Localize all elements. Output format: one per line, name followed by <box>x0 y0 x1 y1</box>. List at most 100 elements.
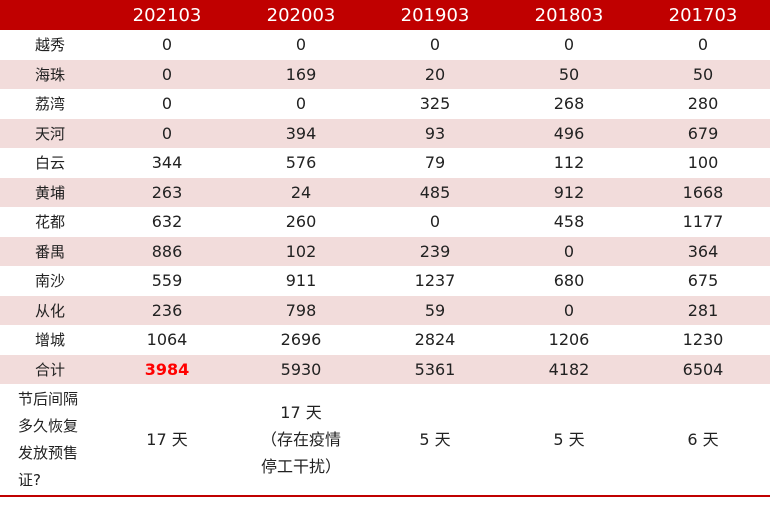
cell: 496 <box>502 118 636 148</box>
table-row: 番禺 886 102 239 0 364 <box>0 236 770 266</box>
footer-row: 节后间隔 多久恢复 发放预售 证? 17 天 17 天 （存在疫情 停工干扰） 5 天 5 天 6 … <box>0 384 770 497</box>
table-body: 越秀 0 0 0 0 0 海珠 0 169 20 50 50 荔湾 0 0 325 268 280 天河 0 394 93… <box>0 30 770 497</box>
footer-cell: 5 天 <box>368 384 502 497</box>
row-label: 番禺 <box>0 236 100 266</box>
row-label: 白云 <box>34 154 65 173</box>
footer-label: 节后间隔多久恢复发放预售证? <box>0 384 100 497</box>
cell: 6504 <box>636 354 770 384</box>
cell: 50 <box>502 59 636 89</box>
cell: 632 <box>151 212 183 232</box>
table-row: 越秀 0 0 0 0 0 <box>0 30 770 60</box>
cell: 2696 <box>280 330 322 350</box>
cell: 0 <box>429 35 441 55</box>
cell: 1177 <box>682 212 724 232</box>
cell: 24 <box>234 177 368 207</box>
cell: 280 <box>687 94 719 114</box>
text-line: 17 天 <box>146 430 188 449</box>
cell: 0 <box>563 35 575 55</box>
cell: 3984 <box>100 354 234 384</box>
row-label: 海珠 <box>0 59 100 89</box>
row-label: 合计 <box>0 354 100 384</box>
table-row: 从化 236 798 59 0 281 <box>0 295 770 325</box>
cell: 485 <box>368 177 502 207</box>
cell: 0 <box>502 236 636 266</box>
cell: 239 <box>368 236 502 266</box>
cell: 20 <box>368 59 502 89</box>
cell: 1206 <box>548 330 590 350</box>
footer-cell: 17 天 <box>100 384 234 497</box>
row-label: 南沙 <box>34 272 65 291</box>
cell: 576 <box>285 153 317 173</box>
cell: 281 <box>636 295 770 325</box>
column-header: 201803 <box>502 0 636 30</box>
header-row: 202103 202003 201903 201803 201703 <box>0 0 770 30</box>
text-line: （存在疫情 <box>260 430 341 449</box>
cell: 325 <box>419 94 451 114</box>
table-row: 荔湾 0 0 325 268 280 <box>0 89 770 119</box>
cell: 112 <box>553 153 585 173</box>
cell: 0 <box>429 212 441 232</box>
cell: 911 <box>285 271 317 291</box>
text-line: 5 天 <box>553 430 585 449</box>
cell: 0 <box>100 118 234 148</box>
row-label: 越秀 <box>34 36 65 55</box>
cell: 0 <box>100 59 234 89</box>
cell: 679 <box>636 118 770 148</box>
cell: 675 <box>687 271 719 291</box>
cell: 798 <box>234 295 368 325</box>
footer-cell: 17 天 （存在疫情 停工干扰） <box>234 384 368 497</box>
cell: 0 <box>502 295 636 325</box>
cell: 559 <box>151 271 183 291</box>
table-row: 增城 1064 2696 2824 1206 1230 <box>0 325 770 355</box>
cell: 1237 <box>414 271 456 291</box>
data-table: 202103 202003 201903 201803 201703 越秀 0 0 0 0 0 海珠… <box>0 0 770 497</box>
cell: 1668 <box>636 177 770 207</box>
cell: 1064 <box>146 330 188 350</box>
cell: 59 <box>368 295 502 325</box>
cell: 263 <box>100 177 234 207</box>
row-label: 天河 <box>0 118 100 148</box>
corner-cell <box>0 0 100 30</box>
cell: 169 <box>234 59 368 89</box>
cell: 394 <box>234 118 368 148</box>
table-row: 天河 0 394 93 496 679 <box>0 118 770 148</box>
row-label: 黄埔 <box>0 177 100 207</box>
cell: 344 <box>151 153 183 173</box>
text-line: 多久恢复 <box>18 416 79 435</box>
cell: 5930 <box>234 354 368 384</box>
row-label: 荔湾 <box>34 95 65 114</box>
cell: 236 <box>100 295 234 325</box>
cell: 886 <box>100 236 234 266</box>
cell: 364 <box>636 236 770 266</box>
cell: 5361 <box>368 354 502 384</box>
table-row: 南沙 559 911 1237 680 675 <box>0 266 770 296</box>
row-label: 从化 <box>0 295 100 325</box>
cell: 79 <box>424 153 446 173</box>
footer-cell: 6 天 <box>636 384 770 497</box>
cell: 912 <box>502 177 636 207</box>
table-row: 花都 632 260 0 458 1177 <box>0 207 770 237</box>
cell: 0 <box>697 35 709 55</box>
cell: 0 <box>295 94 307 114</box>
row-label: 花都 <box>34 213 65 232</box>
text-line: 节后间隔 <box>18 389 79 408</box>
table-row: 合计 3984 5930 5361 4182 6504 <box>0 354 770 384</box>
text-line: 5 天 <box>419 430 451 449</box>
text-line: 发放预售 <box>18 443 79 462</box>
cell: 93 <box>368 118 502 148</box>
column-header: 201903 <box>368 0 502 30</box>
footer-cell: 5 天 <box>502 384 636 497</box>
cell: 4182 <box>502 354 636 384</box>
cell: 2824 <box>414 330 456 350</box>
column-header: 202103 <box>100 0 234 30</box>
cell: 100 <box>687 153 719 173</box>
cell: 458 <box>553 212 585 232</box>
text-line: 证? <box>18 470 41 489</box>
text-line: 17 天 <box>280 403 322 422</box>
cell: 680 <box>553 271 585 291</box>
cell: 1230 <box>682 330 724 350</box>
table-row: 白云 344 576 79 112 100 <box>0 148 770 178</box>
text-line: 6 天 <box>687 430 719 449</box>
table-row: 海珠 0 169 20 50 50 <box>0 59 770 89</box>
